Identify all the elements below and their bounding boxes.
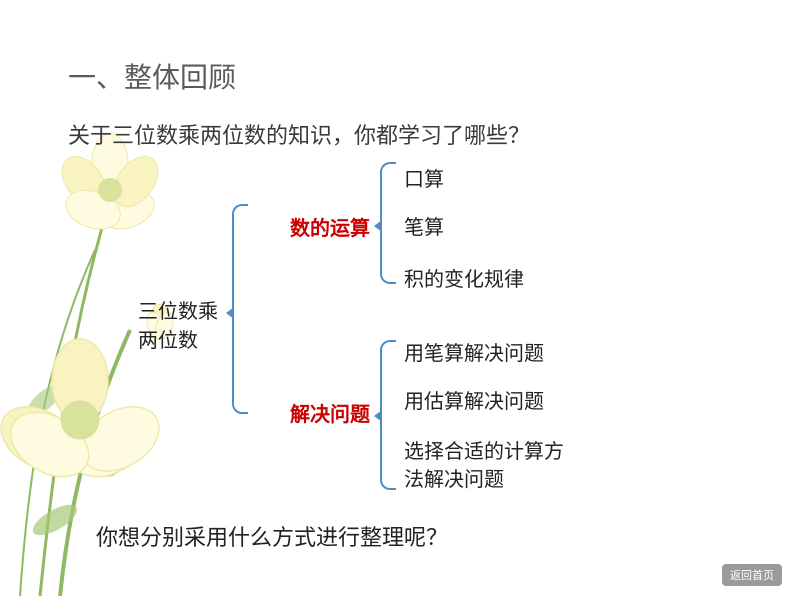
section-title: 一、整体回顾	[68, 56, 236, 96]
leaf-calc-1: 口算	[404, 166, 444, 194]
leaf-solve-2: 用估算解决问题	[404, 388, 544, 416]
tree-mid-solve-bracket-notch	[374, 410, 382, 422]
question-heading: 关于三位数乘两位数的知识，你都学习了哪些？	[68, 118, 530, 150]
leaf-solve-1: 用笔算解决问题	[404, 340, 544, 368]
slide-content: 一、整体回顾 关于三位数乘两位数的知识，你都学习了哪些？ 三位数乘 两位数 数的…	[0, 0, 794, 596]
leaf-calc-2: 笔算	[404, 214, 444, 242]
tree-root-bracket	[232, 204, 248, 414]
tree-root-line2: 两位数	[138, 330, 198, 352]
tree-mid-solve-bracket	[380, 340, 396, 490]
back-home-button[interactable]: 返回首页	[722, 564, 782, 586]
tree-root-label: 三位数乘 两位数	[138, 298, 218, 356]
leaf-calc-3: 积的变化规律	[404, 266, 524, 294]
tree-mid-calc: 数的运算	[290, 212, 370, 241]
tree-root-bracket-notch	[226, 307, 234, 319]
tree-mid-solve: 解决问题	[290, 398, 370, 427]
tree-mid-calc-bracket	[380, 162, 396, 284]
tree-mid-calc-bracket-notch	[374, 220, 382, 232]
leaf-solve-3: 选择合适的计算方 法解决问题	[404, 438, 564, 494]
tree-root-line1: 三位数乘	[138, 301, 218, 323]
bottom-question: 你想分别采用什么方式进行整理呢？	[96, 520, 448, 552]
